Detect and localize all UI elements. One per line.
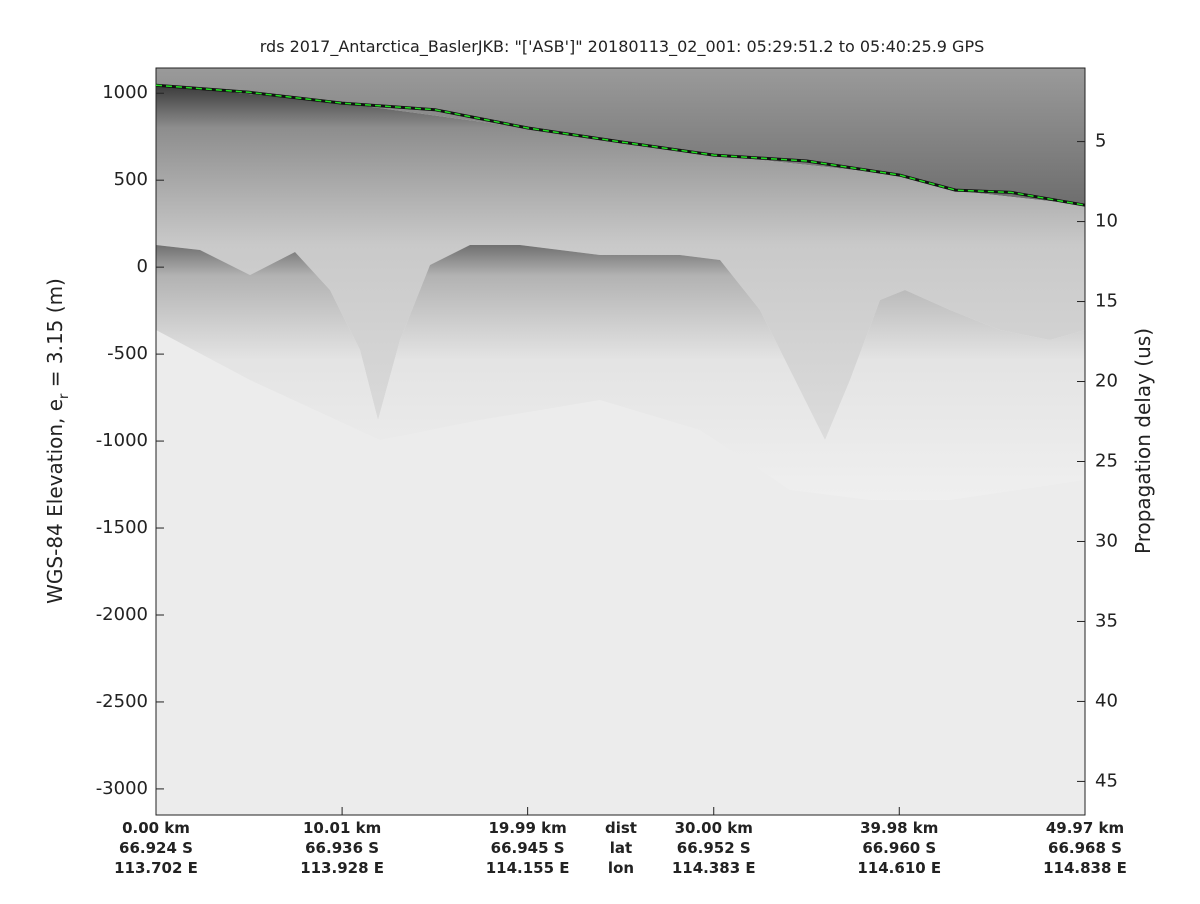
x-row-label: lon — [608, 859, 634, 877]
y2-tick-label: 5 — [1095, 131, 1106, 152]
x-tick-lon: 114.838 E — [1043, 859, 1127, 877]
x-tick-lat: 66.968 S — [1048, 839, 1122, 857]
y-tick-label: 1000 — [102, 82, 148, 103]
y-tick-label: 0 — [137, 256, 148, 277]
x-tick-lat: 66.936 S — [305, 839, 379, 857]
y-label-text: = 3.15 (m) — [43, 278, 67, 393]
x-tick-label: 39.98 km — [860, 819, 938, 837]
x-tick-lon: 114.155 E — [486, 859, 570, 877]
y2-tick-label: 40 — [1095, 690, 1118, 711]
y2-tick-label: 20 — [1095, 371, 1118, 392]
y2-tick-label: 10 — [1095, 211, 1118, 232]
x-tick-label: 0.00 km — [122, 819, 190, 837]
x-tick-lat: 66.952 S — [677, 839, 751, 857]
y-label-subscript: r — [57, 393, 72, 399]
y-tick-label: -3000 — [96, 778, 148, 799]
echogram-image — [156, 68, 1085, 815]
y2-tick-label: 35 — [1095, 610, 1118, 631]
y2-tick-label: 15 — [1095, 291, 1118, 312]
x-row-label: dist — [605, 819, 637, 837]
x-tick-label: 30.00 km — [675, 819, 753, 837]
y2-tick-label: 25 — [1095, 450, 1118, 471]
y2-tick-label: 30 — [1095, 530, 1118, 551]
y-label-text: WGS-84 Elevation, e — [43, 399, 67, 604]
x-tick-lon: 114.610 E — [857, 859, 941, 877]
x-tick-lon: 114.383 E — [672, 859, 756, 877]
x-row-label: lat — [610, 839, 632, 857]
y-axis-label: WGS-84 Elevation, er = 3.15 (m) — [43, 278, 72, 604]
x-tick-lon: 113.702 E — [114, 859, 198, 877]
x-tick-label: 49.97 km — [1046, 819, 1124, 837]
chart-title: rds 2017_Antarctica_BaslerJKB: "['ASB']"… — [260, 37, 985, 57]
x-tick-lat: 66.924 S — [119, 839, 193, 857]
y-tick-label: -1500 — [96, 517, 148, 538]
y2-axis-label: Propagation delay (us) — [1131, 328, 1155, 554]
x-tick-label: 10.01 km — [303, 819, 381, 837]
x-tick-label: 19.99 km — [488, 819, 566, 837]
y2-tick-label: 45 — [1095, 770, 1118, 791]
y-tick-label: -500 — [107, 343, 148, 364]
y-tick-label: -2500 — [96, 691, 148, 712]
y-tick-label: -1000 — [96, 430, 148, 451]
y-tick-label: -2000 — [96, 604, 148, 625]
x-tick-lon: 113.928 E — [300, 859, 384, 877]
surface-line — [155, 84, 1086, 206]
x-tick-lat: 66.960 S — [862, 839, 936, 857]
x-tick-lat: 66.945 S — [491, 839, 565, 857]
y-tick-label: 500 — [114, 169, 148, 190]
